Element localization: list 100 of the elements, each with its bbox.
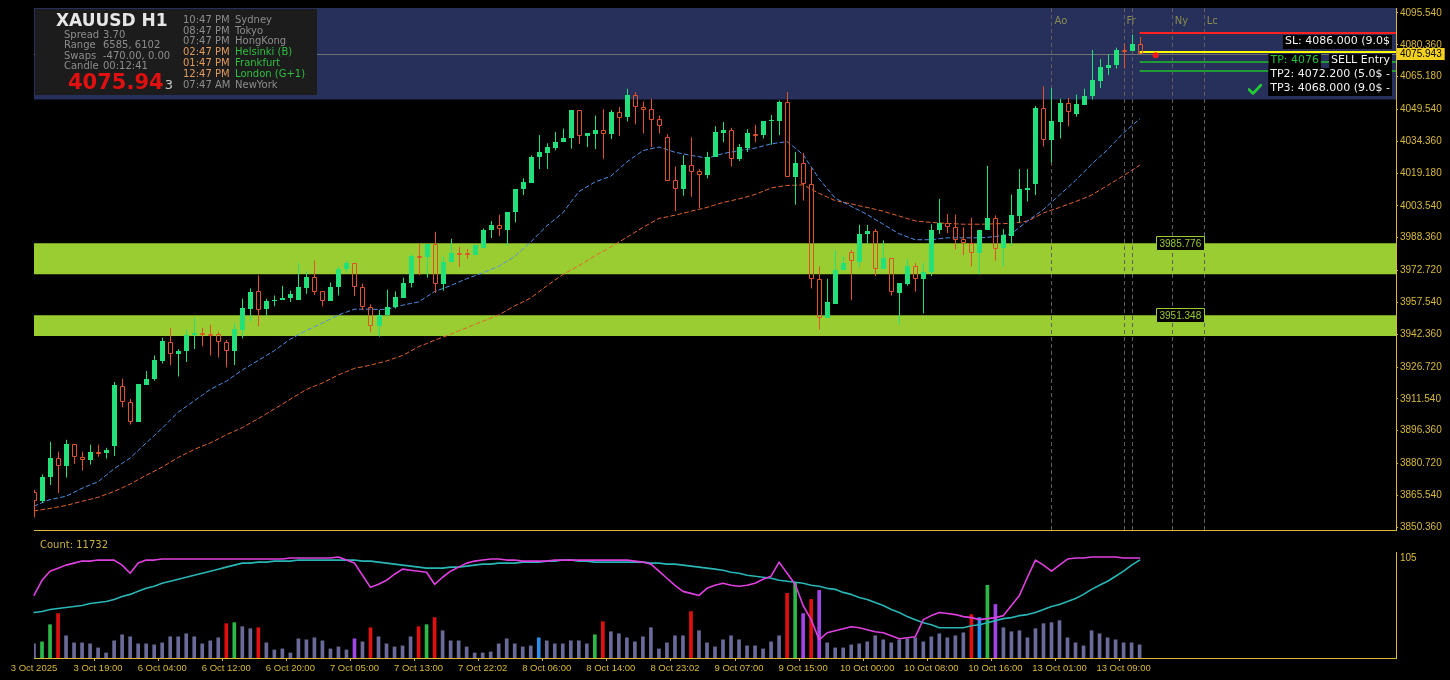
candlestick [1025,168,1030,203]
bar [777,635,781,658]
bar [929,636,934,658]
annotation: Swaps -470.00, 0.00 [64,49,171,61]
text: 4075.943 [1400,48,1442,60]
candlestick [296,262,301,300]
x-tick-label: 7 Oct 05:00 [329,662,380,674]
candlestick [144,370,149,385]
candlestick [176,348,181,377]
candlestick [833,249,838,304]
annotation: 12:47 PM London (G+1) [183,67,306,79]
candlestick [865,224,870,245]
candlestick [441,256,446,292]
candlestick [457,246,462,268]
chart-title: Count: 11732 [40,538,109,550]
bar [609,631,613,658]
bar [697,630,701,658]
candlestick [601,108,606,160]
candlestick [184,329,189,363]
x-tick-label: 8 Oct 06:00 [522,662,572,674]
candlestick [352,263,357,297]
bar [601,621,605,658]
x-tick-label: 10 Oct 16:00 [968,662,1023,674]
candlestick [657,115,662,134]
bar [112,640,116,658]
bar [80,642,84,658]
bar [88,643,92,658]
candlestick [737,143,742,162]
candlestick [368,303,373,333]
bar [144,643,148,658]
bar [248,628,253,658]
bar [881,639,886,658]
bar [817,590,821,658]
x-tick-label: 3 Oct 2025 [10,662,58,674]
candlestick [377,309,382,338]
y-tick-label: 3957.540 [1400,296,1443,308]
bar [857,643,862,658]
candlestick [953,214,958,250]
y-tick-label: 3926.720 [1400,360,1443,372]
bar [240,626,245,658]
candlestick [849,249,854,301]
bar [72,642,76,658]
candlestick [1041,85,1046,147]
candlestick [360,283,365,311]
y-tick-label: 3988.360 [1400,231,1443,243]
bar [56,613,60,658]
candlestick [248,287,253,322]
bar [528,645,533,658]
candlestick [577,110,582,145]
candlestick [585,133,590,148]
candlestick [393,290,398,310]
candlestick [1098,58,1103,89]
candlestick [705,151,710,179]
candlestick [745,128,750,153]
bar [136,643,140,658]
candlestick [48,441,53,486]
ref-line-label: TP3: 4068.000 (9.0$ - [1269,81,1391,95]
candlestick [769,114,774,146]
bar [568,640,573,658]
candlestick [689,136,694,198]
bar [721,639,725,658]
candlestick [1090,49,1095,100]
candlestick [969,217,974,267]
band-label: 3985.776 [1159,237,1202,249]
candlestick [593,115,598,150]
bar [657,648,661,658]
candlestick [993,214,998,262]
bar [152,644,157,658]
bar [785,593,789,658]
candlestick [481,227,486,248]
y-tick-label: 3942.360 [1400,327,1443,339]
candlestick [272,295,277,307]
x-tick-label: 6 Oct 04:00 [137,662,187,674]
y-tick-label: 3865.540 [1400,489,1443,501]
x-tick-label: 10 Oct 00:00 [840,662,895,674]
candlestick [1009,193,1014,247]
candlestick [681,154,686,197]
candlestick [1114,47,1119,70]
candlestick [1106,53,1111,76]
bar [937,633,942,658]
x-tick-label: 8 Oct 14:00 [586,662,636,674]
bar [865,641,870,658]
band-label: 3951.348 [1159,309,1202,321]
x-tick-label: 7 Oct 22:02 [458,662,508,674]
candlestick [224,339,229,368]
candlestick [128,398,133,426]
candlestick [96,444,101,458]
bar [232,622,237,658]
bar [120,634,124,658]
bar [584,643,589,658]
candlestick [841,256,846,270]
y-tick-label: 4003.540 [1400,199,1443,211]
candlestick [617,106,622,137]
x-tick-label: 6 Oct 20:00 [265,662,315,674]
candlestick [777,99,782,136]
bar [104,652,108,658]
candlestick [1074,94,1079,118]
bar [689,611,693,658]
candlestick [625,88,630,122]
candlestick [401,277,406,298]
